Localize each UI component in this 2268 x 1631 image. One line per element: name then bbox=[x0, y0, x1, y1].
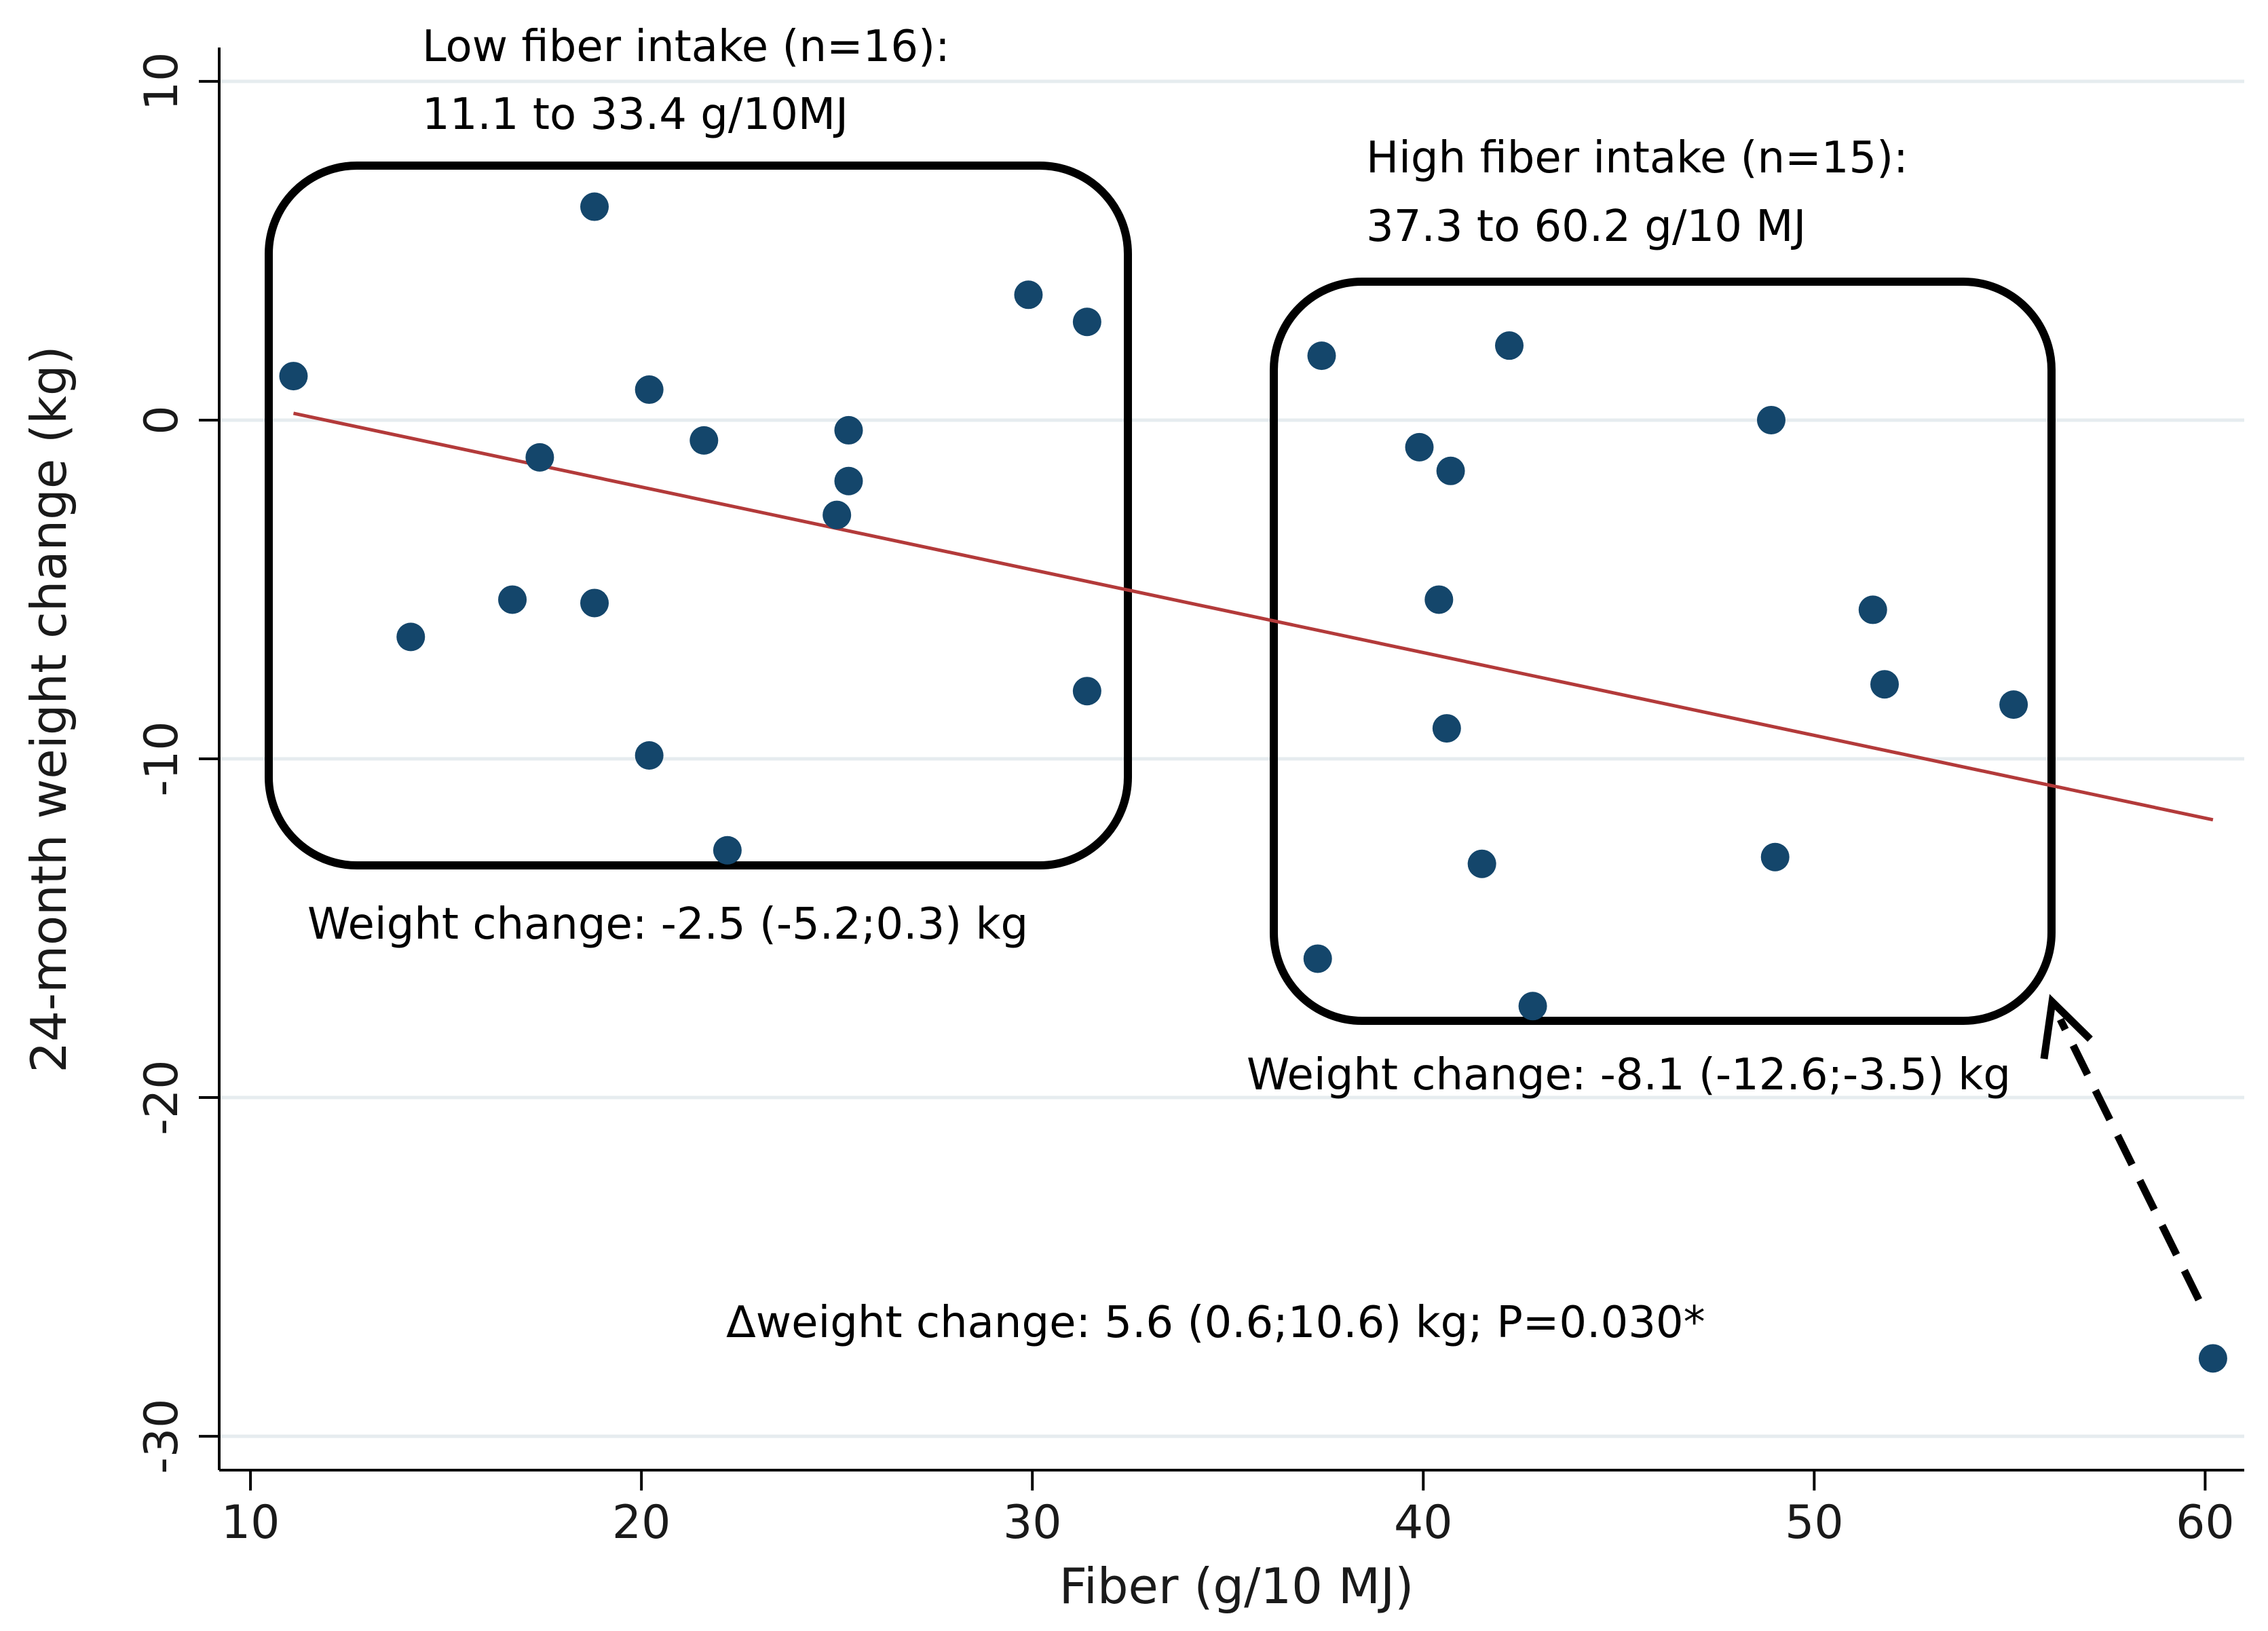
data-point-20 bbox=[1432, 714, 1461, 743]
data-point-9 bbox=[713, 836, 742, 865]
data-point-8 bbox=[689, 426, 719, 455]
data-point-21 bbox=[1436, 456, 1465, 485]
high-fiber-weight-change: Weight change: -8.1 (-12.6;-3.5) kg bbox=[1247, 1050, 2011, 1100]
data-point-0 bbox=[279, 362, 308, 391]
data-point-3 bbox=[525, 443, 554, 472]
low-fiber-title: Low fiber intake (n=16): bbox=[422, 22, 950, 72]
x-tick-label: 40 bbox=[1394, 1496, 1453, 1550]
x-tick-label: 30 bbox=[1003, 1496, 1062, 1550]
y-tick-label: 0 bbox=[135, 405, 189, 434]
high-fiber-range: 37.3 to 60.2 g/10 MJ bbox=[1366, 202, 1806, 252]
data-point-18 bbox=[1405, 432, 1434, 462]
data-point-10 bbox=[823, 500, 852, 529]
x-tick-label: 60 bbox=[2176, 1496, 2235, 1550]
y-tick-label: -20 bbox=[135, 1060, 189, 1136]
data-point-14 bbox=[1072, 307, 1101, 337]
data-point-6 bbox=[635, 375, 664, 405]
outlier-arrow-shaft bbox=[2057, 1017, 2202, 1302]
data-point-26 bbox=[1760, 842, 1790, 871]
regression-line bbox=[292, 411, 2214, 822]
low-fiber-range: 11.1 to 33.4 g/10MJ bbox=[422, 90, 848, 140]
data-point-16 bbox=[1303, 944, 1332, 973]
data-point-29 bbox=[1999, 690, 2028, 719]
data-point-28 bbox=[1870, 670, 1900, 699]
data-point-15 bbox=[1072, 677, 1101, 706]
data-point-22 bbox=[1467, 849, 1496, 878]
y-tick-label: -30 bbox=[135, 1399, 189, 1474]
data-point-30 bbox=[2198, 1344, 2227, 1373]
data-point-13 bbox=[1014, 280, 1043, 310]
data-point-7 bbox=[635, 741, 664, 770]
high-fiber-title: High fiber intake (n=15): bbox=[1366, 133, 1908, 183]
data-point-2 bbox=[498, 585, 527, 614]
data-point-12 bbox=[834, 466, 863, 495]
data-point-23 bbox=[1495, 331, 1524, 360]
axis-ticks: 10 0 -10 -20 -30 10 20 30 40 50 60 bbox=[135, 52, 2235, 1550]
data-point-24 bbox=[1518, 992, 1547, 1021]
group-boxes bbox=[265, 162, 2056, 1025]
data-point-5 bbox=[580, 588, 609, 618]
y-axis-title: 24-month weight change (kg) bbox=[20, 345, 77, 1072]
outlier-arrow-head bbox=[2040, 994, 2093, 1060]
data-point-19 bbox=[1424, 585, 1454, 614]
y-tick-label: -10 bbox=[135, 721, 189, 796]
delta-weight-change: Δweight change: 5.6 (0.6;10.6) kg; P=0.0… bbox=[726, 1298, 1705, 1348]
data-point-1 bbox=[396, 622, 426, 652]
data-point-17 bbox=[1307, 341, 1336, 371]
outlier-arrow bbox=[2040, 994, 2202, 1302]
grid-lines bbox=[219, 79, 2244, 1438]
x-tick-label: 50 bbox=[1785, 1496, 1844, 1550]
x-axis-title: Fiber (g/10 MJ) bbox=[1059, 1558, 1414, 1615]
low-fiber-box bbox=[265, 162, 1132, 869]
high-fiber-box bbox=[1270, 278, 2056, 1025]
x-tick-label: 20 bbox=[612, 1496, 671, 1550]
y-tick-label: 10 bbox=[135, 52, 189, 111]
x-tick-label: 10 bbox=[221, 1496, 280, 1550]
data-point-25 bbox=[1756, 405, 1785, 434]
data-point-11 bbox=[834, 415, 863, 445]
data-points bbox=[279, 192, 2227, 1373]
data-point-4 bbox=[580, 192, 609, 221]
low-fiber-weight-change: Weight change: -2.5 (-5.2;0.3) kg bbox=[307, 899, 1028, 950]
data-point-27 bbox=[1858, 595, 1887, 624]
